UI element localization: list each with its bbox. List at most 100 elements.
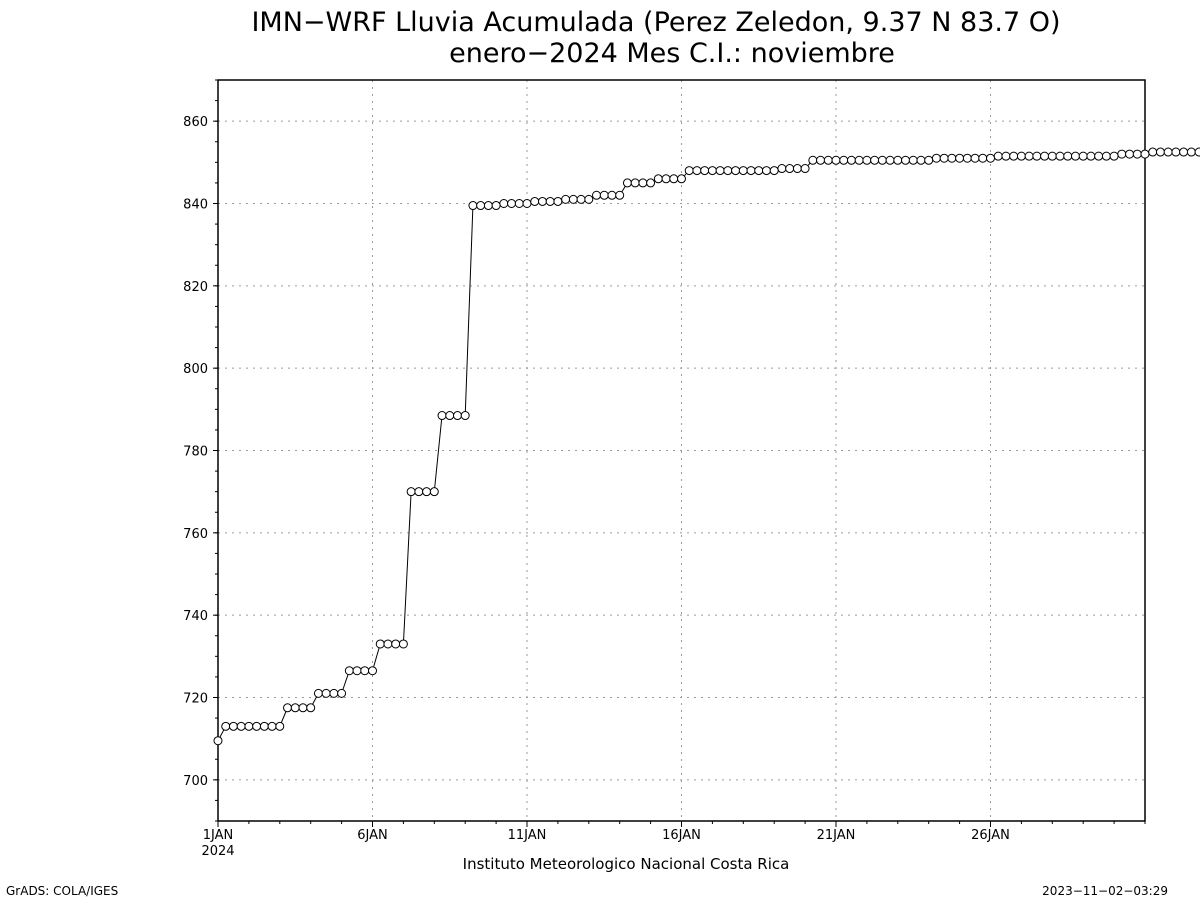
data-point xyxy=(684,166,694,176)
x-tick-label: 26JAN xyxy=(971,828,1010,843)
data-point xyxy=(993,151,1003,161)
data-point xyxy=(939,153,949,163)
data-point xyxy=(507,199,517,208)
data-point xyxy=(522,199,532,208)
data-point xyxy=(769,166,779,176)
data-point xyxy=(877,155,887,165)
series-line xyxy=(217,151,1200,741)
data-point xyxy=(731,166,741,176)
data-point xyxy=(746,166,756,176)
data-point xyxy=(607,190,617,200)
data-point xyxy=(1125,149,1135,159)
data-point xyxy=(1055,151,1065,161)
data-point xyxy=(962,153,972,163)
data-point xyxy=(468,201,478,211)
data-point xyxy=(1032,151,1042,161)
data-point xyxy=(306,703,316,713)
data-point xyxy=(561,194,571,204)
x-tick-label: 16JAN xyxy=(662,828,701,843)
data-point xyxy=(854,155,864,165)
data-point xyxy=(931,153,941,163)
data-point xyxy=(244,721,254,731)
data-point xyxy=(236,721,246,731)
data-point xyxy=(1148,147,1158,157)
data-point xyxy=(337,688,347,698)
data-point xyxy=(313,688,323,698)
y-tick-label: 700 xyxy=(183,774,208,789)
y-tick-label: 840 xyxy=(183,198,208,213)
data-point xyxy=(545,196,555,206)
x-tick-label: 21JAN xyxy=(817,828,856,843)
y-tick-label: 800 xyxy=(183,362,208,377)
x-tick-label: 1JAN xyxy=(203,828,234,843)
data-point xyxy=(862,155,872,165)
data-point xyxy=(1040,151,1050,161)
data-point xyxy=(352,666,362,676)
footer-right: 2023−11−02−03:29 xyxy=(1042,884,1168,898)
data-point xyxy=(723,166,733,176)
y-tick-label: 780 xyxy=(183,445,208,460)
data-point xyxy=(391,639,401,649)
grid-layer xyxy=(217,80,1145,821)
footer-left: GrADS: COLA/IGES xyxy=(6,884,118,898)
data-point xyxy=(537,196,547,206)
data-point xyxy=(1001,151,1011,161)
data-point xyxy=(514,199,524,208)
data-point xyxy=(259,721,269,731)
data-point xyxy=(715,166,725,176)
data-point xyxy=(808,155,818,165)
data-point xyxy=(406,487,416,497)
data-point xyxy=(630,178,640,188)
data-point xyxy=(1179,147,1189,157)
data-point xyxy=(298,703,308,713)
data-point xyxy=(955,153,965,163)
data-point xyxy=(1140,149,1150,159)
x-tick-label: 6JAN xyxy=(357,828,388,843)
data-point xyxy=(839,155,849,165)
data-point xyxy=(267,721,277,731)
data-point xyxy=(329,688,339,698)
data-point xyxy=(816,155,826,165)
y-tick-label: 740 xyxy=(183,609,208,624)
data-point xyxy=(777,164,787,174)
data-point xyxy=(360,666,370,676)
data-point xyxy=(754,166,764,176)
data-point xyxy=(283,703,293,713)
data-point xyxy=(375,639,385,649)
data-point xyxy=(1070,151,1080,161)
data-point xyxy=(553,196,563,206)
data-point xyxy=(252,721,262,731)
data-point xyxy=(1117,149,1127,159)
data-point xyxy=(1194,147,1200,157)
data-point xyxy=(661,174,671,184)
data-point xyxy=(383,639,393,649)
data-point xyxy=(213,736,223,746)
data-point xyxy=(483,201,493,211)
data-point xyxy=(599,190,609,200)
data-point xyxy=(437,411,447,421)
data-point xyxy=(568,194,578,204)
data-point xyxy=(692,166,702,176)
data-point xyxy=(846,155,856,165)
data-point xyxy=(460,411,470,421)
data-point xyxy=(646,178,656,188)
data-point xyxy=(445,411,455,421)
data-point xyxy=(290,703,300,713)
data-point xyxy=(530,196,540,206)
y-tick-label: 760 xyxy=(183,527,208,542)
data-point xyxy=(615,190,625,200)
data-point xyxy=(1086,151,1096,161)
data-point xyxy=(368,666,377,676)
data-point xyxy=(398,639,408,649)
x-tick-sublabel: 2024 xyxy=(201,844,234,859)
data-point xyxy=(592,190,602,200)
data-point xyxy=(422,487,432,497)
chart-subtitle: enero−2024 Mes C.I.: noviembre xyxy=(449,38,895,69)
data-point xyxy=(1109,151,1119,161)
data-point xyxy=(429,487,439,497)
data-point xyxy=(1016,151,1026,161)
data-point xyxy=(916,155,926,165)
data-point xyxy=(761,166,771,176)
data-point xyxy=(924,155,934,165)
data-point xyxy=(344,666,354,676)
